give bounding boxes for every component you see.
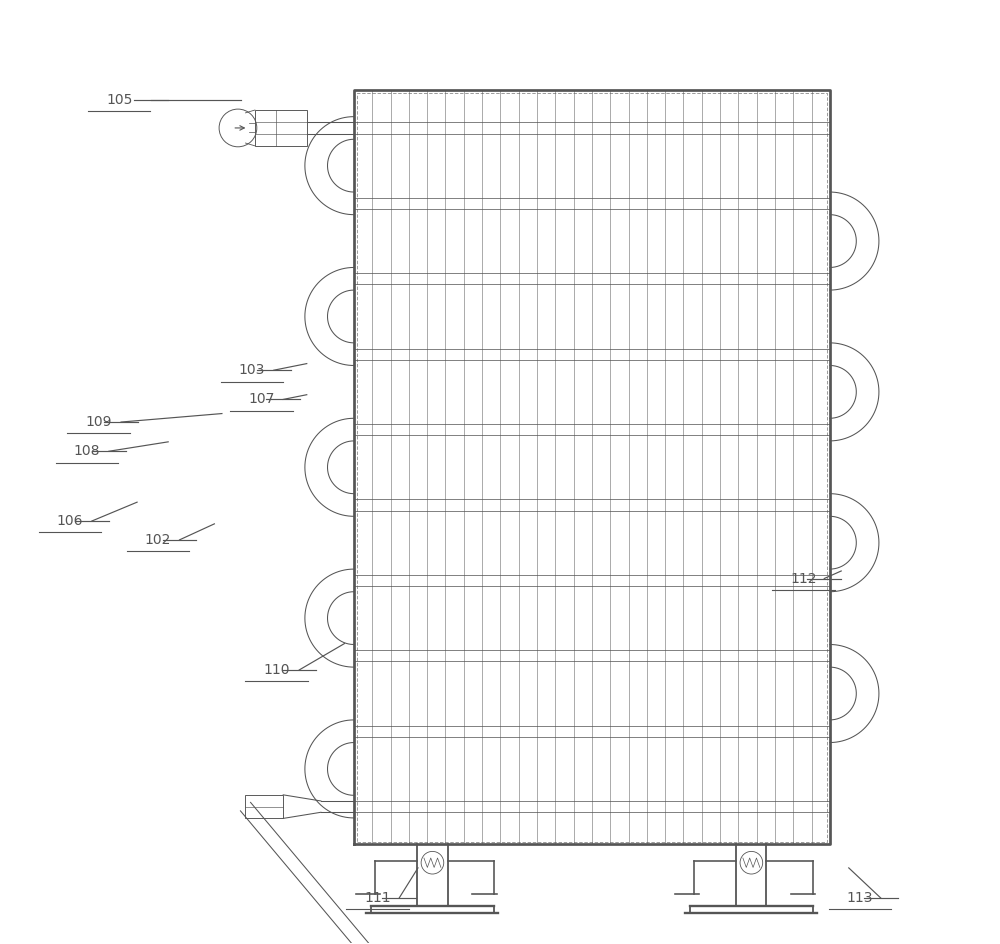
Text: 107: 107 — [248, 393, 275, 407]
Text: 102: 102 — [145, 532, 171, 547]
Text: 103: 103 — [239, 363, 265, 378]
Text: 111: 111 — [364, 891, 391, 905]
Text: 108: 108 — [74, 445, 100, 458]
Text: 110: 110 — [263, 663, 290, 677]
Text: 113: 113 — [847, 891, 873, 905]
Text: 106: 106 — [57, 514, 83, 528]
Bar — [255, 110, 307, 146]
Text: 109: 109 — [85, 415, 112, 429]
Text: 112: 112 — [790, 571, 817, 585]
Bar — [245, 795, 283, 818]
Text: 105: 105 — [106, 93, 132, 107]
